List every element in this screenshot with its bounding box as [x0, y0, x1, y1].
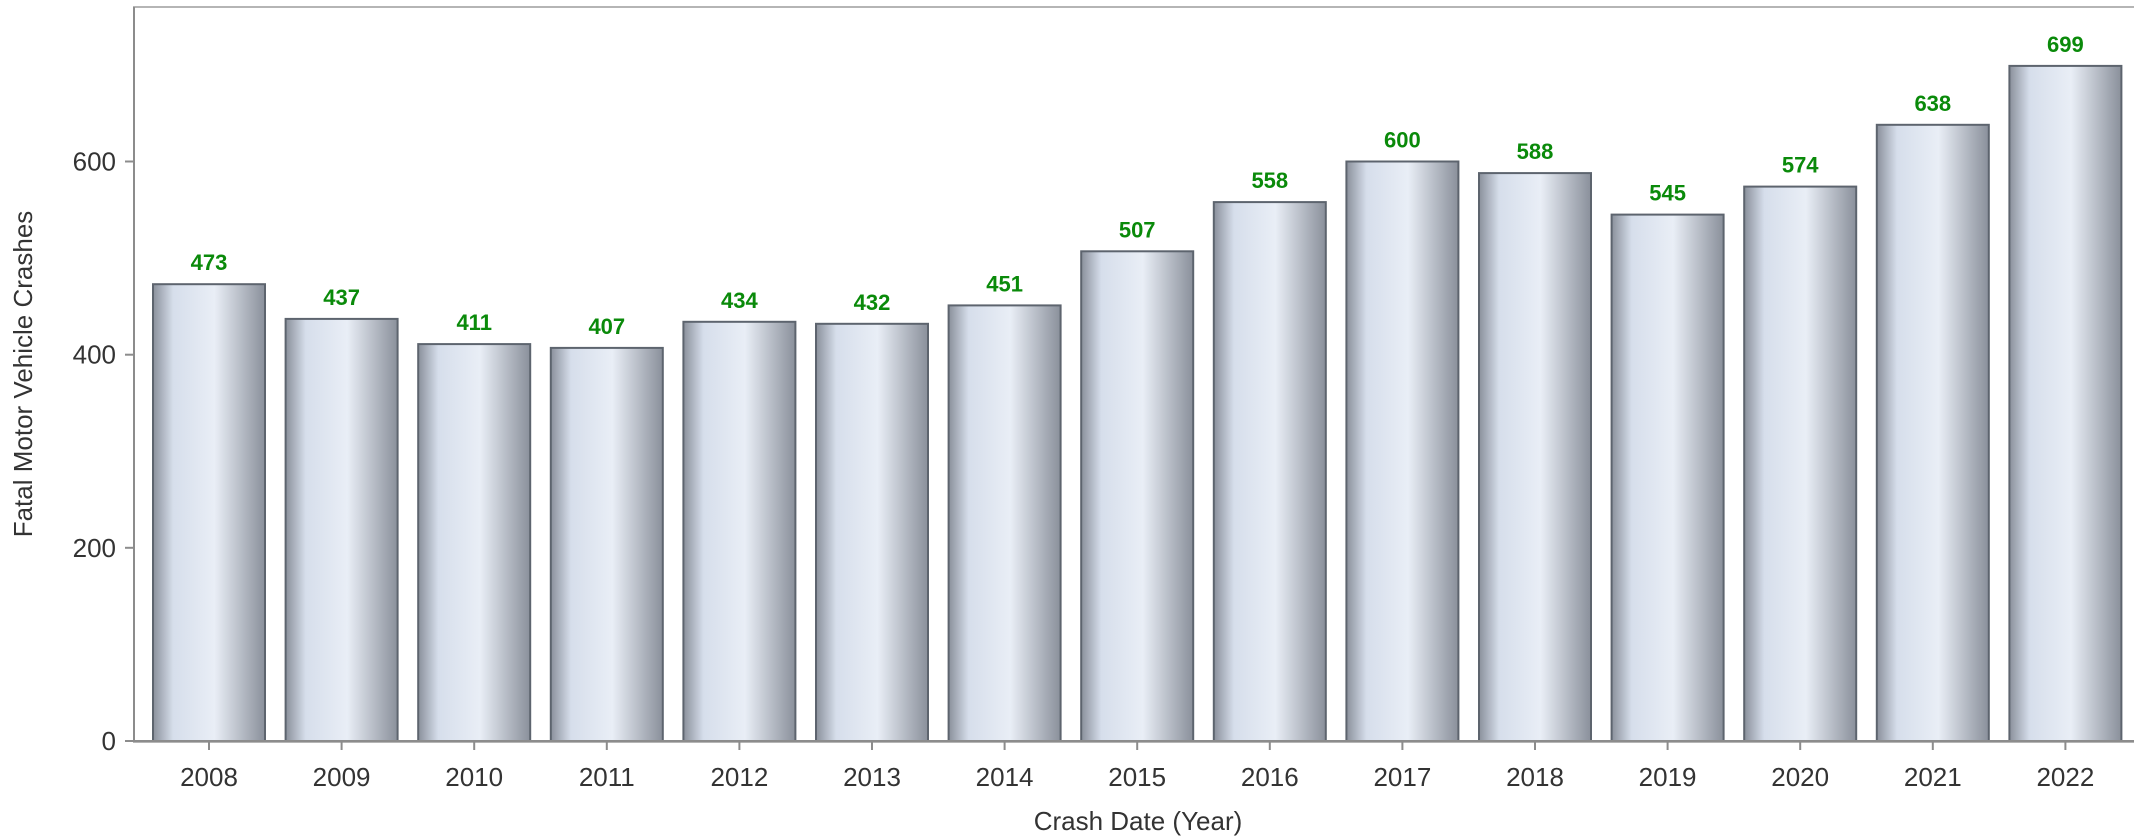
y-tick-label-200: 200 [73, 533, 116, 563]
bar-2019 [1610, 213, 1725, 743]
data-label-2008: 473 [191, 250, 228, 275]
x-tick-label-2014: 2014 [976, 762, 1034, 792]
data-label-2015: 507 [1119, 217, 1156, 242]
bar-2022 [2008, 64, 2123, 742]
bar-2016 [1212, 201, 1327, 743]
bar-2020 [1743, 185, 1858, 743]
y-tick-label-400: 400 [73, 340, 116, 370]
x-tick-label-2013: 2013 [843, 762, 901, 792]
data-label-2009: 437 [323, 285, 360, 310]
data-label-2018: 588 [1517, 139, 1554, 164]
y-axis-title: Fatal Motor Vehicle Crashes [8, 211, 38, 538]
bars [152, 64, 2123, 743]
x-axis: 2008 2009 2010 2011 2012 2013 2014 2015 2016 2017… [134, 740, 2134, 792]
bar-2014 [947, 304, 1062, 742]
data-label-2011: 407 [588, 314, 625, 339]
x-tick-label-2015: 2015 [1108, 762, 1166, 792]
data-label-2014: 451 [986, 271, 1023, 296]
data-label-2021: 638 [1914, 91, 1951, 116]
bar-2009 [284, 317, 399, 742]
data-label-2012: 434 [721, 288, 758, 313]
x-tick-label-2008: 2008 [180, 762, 238, 792]
bar-2011 [549, 346, 664, 742]
y-tick-label-600: 600 [73, 147, 116, 177]
bar-2010 [417, 343, 532, 742]
data-label-2016: 558 [1251, 168, 1288, 193]
bar-2008 [152, 283, 266, 742]
data-labels: 473 437 411 407 434 432 451 507 558 600 588 545 574 6… [191, 32, 2084, 339]
x-tick-label-2020: 2020 [1771, 762, 1829, 792]
data-label-2020: 574 [1782, 153, 1819, 178]
bar-2015 [1080, 250, 1195, 743]
bar-2012 [682, 320, 797, 742]
bar-2021 [1875, 123, 1990, 743]
x-tick-label-2017: 2017 [1373, 762, 1431, 792]
x-tick-label-2016: 2016 [1241, 762, 1299, 792]
data-label-2017: 600 [1384, 128, 1421, 153]
x-tick-label-2010: 2010 [445, 762, 503, 792]
x-tick-label-2009: 2009 [313, 762, 371, 792]
data-label-2022: 699 [2047, 32, 2084, 57]
bar-2013 [815, 322, 929, 742]
data-label-2010: 411 [456, 310, 492, 335]
x-tick-label-2019: 2019 [1639, 762, 1697, 792]
x-tick-label-2011: 2011 [579, 762, 635, 792]
y-axis: 0 200 400 600 [73, 7, 135, 756]
bar-2018 [1478, 172, 1592, 743]
x-tick-label-2018: 2018 [1506, 762, 1564, 792]
x-tick-label-2022: 2022 [2036, 762, 2094, 792]
x-tick-label-2021: 2021 [1904, 762, 1962, 792]
x-axis-title: Crash Date (Year) [1034, 806, 1243, 836]
bar-2017 [1345, 160, 1460, 742]
x-tick-label-2012: 2012 [710, 762, 768, 792]
data-label-2013: 432 [854, 290, 891, 315]
y-tick-label-0: 0 [102, 726, 116, 756]
data-label-2019: 545 [1649, 181, 1686, 206]
